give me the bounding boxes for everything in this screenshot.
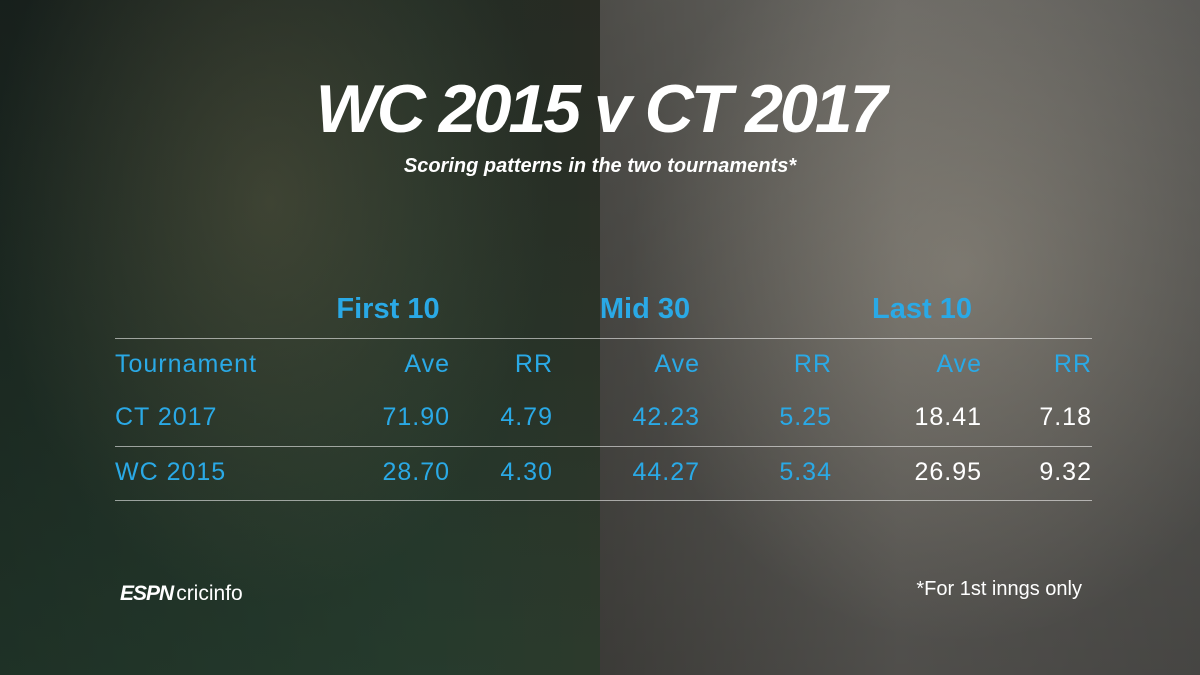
title: WC 2015 v CT 2017: [315, 71, 888, 147]
table-cell: 4.30: [500, 458, 553, 486]
group-header: Mid 30: [599, 293, 691, 325]
table-cell: 9.32: [1039, 458, 1092, 486]
rule: [115, 338, 1092, 339]
table-cell: WC 2015: [115, 458, 227, 486]
group-header: Last 10: [872, 293, 972, 325]
table-cell: 28.70: [382, 458, 450, 486]
logo-name: cricinfo: [176, 582, 243, 605]
logo-brand: ESPN: [120, 582, 174, 605]
column-header: Ave: [404, 350, 450, 378]
column-header: RR: [793, 350, 832, 378]
rule: [115, 446, 1092, 447]
column-header: Ave: [654, 350, 700, 378]
column-header: Tournament: [115, 350, 258, 378]
subtitle: Scoring patterns in the two tournaments*: [403, 155, 797, 177]
table-cell: 44.27: [632, 458, 700, 486]
background-left: [0, 0, 600, 675]
table-cell: 26.95: [914, 458, 982, 486]
table-cell: 71.90: [382, 403, 450, 431]
table-cell: 7.18: [1039, 403, 1092, 431]
group-header: First 10: [336, 293, 440, 325]
column-header: RR: [514, 350, 553, 378]
background-right: [600, 0, 1200, 675]
table-cell: 5.25: [779, 403, 832, 431]
logo: ESPN cricinfo: [120, 582, 243, 606]
table-cell: 4.79: [500, 403, 553, 431]
table-cell: 42.23: [632, 403, 700, 431]
column-header: RR: [1053, 350, 1092, 378]
table-cell: 18.41: [914, 403, 982, 431]
footnote: *For 1st inngs only: [916, 578, 1082, 600]
table-cell: 5.34: [779, 458, 832, 486]
column-header: Ave: [936, 350, 982, 378]
table-cell: CT 2017: [115, 403, 218, 431]
rule: [115, 500, 1092, 501]
